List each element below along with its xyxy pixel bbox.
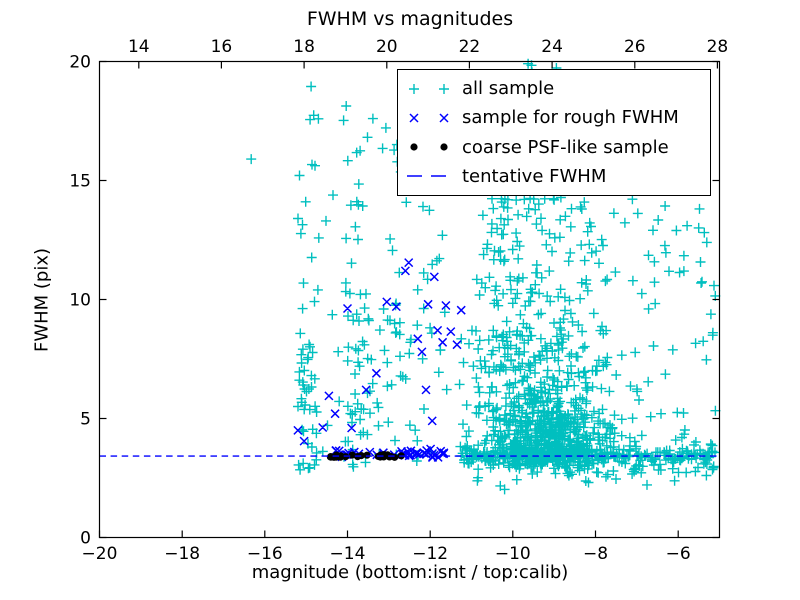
legend-box: all sample sample for rough FWHM coarse PS…: [397, 69, 711, 196]
x-axis-label: magnitude (bottom:isnt / top:calib): [251, 562, 569, 583]
legend-entry: coarse PSF-like sample: [398, 133, 710, 161]
y-tick-label: 5: [80, 410, 91, 430]
legend-entry: tentative FWHM: [398, 162, 710, 190]
x-marker-icon: [409, 113, 449, 123]
x-tick-label: −16: [247, 544, 283, 564]
legend-label: all sample: [462, 78, 555, 100]
top-tick-label: 14: [128, 37, 150, 57]
legend-label: coarse PSF-like sample: [462, 136, 669, 158]
top-tick-label: 20: [376, 37, 398, 57]
y-tick-label: 15: [69, 172, 91, 192]
legend-label: tentative FWHM: [462, 165, 607, 187]
x-tick-label: −20: [82, 544, 118, 564]
dashed-line-icon: [407, 175, 453, 178]
dot-marker-icon: [410, 143, 448, 151]
legend-entry: sample for rough FWHM: [398, 104, 710, 132]
top-tick-label: 22: [459, 37, 481, 57]
x-tick-label: −14: [330, 544, 366, 564]
scatter-rough-fwhm-sample: [293, 258, 466, 463]
scatter-psf-like-sample: [326, 450, 405, 461]
x-tick-label: −8: [583, 544, 608, 564]
x-tick-label: −6: [666, 544, 691, 564]
y-tick-label: 10: [69, 291, 91, 311]
legend-label: sample for rough FWHM: [462, 107, 679, 129]
top-tick-label: 18: [293, 37, 315, 57]
legend-entry: all sample: [398, 75, 710, 103]
x-tick-label: −12: [412, 544, 448, 564]
x-tick-label: −10: [495, 544, 531, 564]
y-tick-label: 0: [80, 529, 91, 549]
y-axis-label: FWHM (pix): [31, 247, 53, 353]
plus-marker-icon: [409, 83, 449, 94]
y-tick-label: 20: [69, 53, 91, 73]
top-tick-label: 28: [707, 37, 729, 57]
x-tick-label: −18: [164, 544, 200, 564]
chart-title: FWHM vs magnitudes: [306, 8, 514, 30]
top-tick-label: 24: [541, 37, 563, 57]
top-tick-label: 16: [211, 37, 233, 57]
top-tick-label: 26: [624, 37, 646, 57]
